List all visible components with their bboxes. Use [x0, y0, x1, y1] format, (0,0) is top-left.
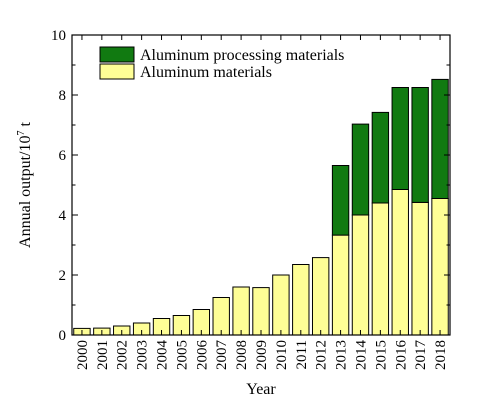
- x-tick-label: 2000: [75, 340, 91, 370]
- x-tick-label: 2006: [194, 340, 210, 371]
- bar-aluminum-materials-2013: [331, 234, 350, 336]
- bar-aluminum-materials-2007: [212, 297, 230, 336]
- plot-frame: [71, 34, 451, 336]
- x-tick-label: 2007: [214, 340, 230, 371]
- y-tick-label: 10: [51, 28, 66, 44]
- legend-swatch: [99, 63, 135, 80]
- legend-swatch: [99, 46, 135, 63]
- bar-aluminum-materials-2017: [411, 201, 429, 336]
- bar-aluminum-materials-2014: [351, 214, 370, 336]
- x-tick-label: 2011: [294, 340, 310, 369]
- bar-aluminum-processing-materials-2016: [391, 87, 409, 190]
- y-axis-label-superscript: 7: [16, 131, 27, 136]
- y-axis-label-unit: t: [17, 122, 34, 131]
- x-tick-label: 2001: [95, 340, 111, 370]
- bar-aluminum-processing-materials-2018: [431, 78, 449, 199]
- x-tick-label: 2012: [314, 340, 330, 370]
- legend-item-aluminum-materials: Aluminum materials: [99, 63, 272, 81]
- legend-label: Aluminum processing materials: [140, 47, 344, 64]
- bar-aluminum-materials-2009: [252, 287, 270, 336]
- x-tick-label: 2002: [115, 340, 131, 370]
- x-tick-label: 2014: [353, 340, 369, 371]
- bars-group: [73, 78, 449, 336]
- y-tick-label: 8: [59, 88, 67, 104]
- bar-aluminum-materials-2008: [232, 286, 250, 336]
- bar-aluminum-materials-2011: [292, 264, 310, 336]
- y-tick-label: 6: [59, 148, 67, 164]
- y-tick-label: 0: [59, 328, 67, 344]
- bar-aluminum-processing-materials-2013: [331, 165, 350, 236]
- y-tick-label: 2: [59, 268, 67, 284]
- x-tick-label: 2004: [155, 340, 171, 371]
- y-axis-label-main: Annual output/10: [17, 136, 34, 248]
- x-tick-label: 2017: [413, 340, 429, 371]
- bar-aluminum-processing-materials-2015: [371, 111, 390, 204]
- legend-label: Aluminum materials: [140, 64, 272, 81]
- x-axis-label: Year: [246, 381, 276, 398]
- x-tick-label: 2010: [274, 340, 290, 370]
- x-tick-label: 2005: [174, 340, 190, 370]
- x-tick-label: 2009: [254, 340, 270, 370]
- x-tick-label: 2008: [234, 340, 250, 370]
- bar-aluminum-materials-2010: [272, 274, 290, 336]
- bar-aluminum-materials-2018: [431, 198, 449, 336]
- x-tick-label: 2013: [334, 340, 350, 370]
- x-tick-label: 2016: [393, 340, 409, 371]
- x-tick-label: 2015: [373, 340, 389, 370]
- bar-aluminum-materials-2012: [311, 257, 330, 336]
- bar-aluminum-materials-2015: [371, 202, 390, 336]
- bar-aluminum-materials-2016: [391, 189, 409, 336]
- y-axis-label: Annual output/107 t: [16, 122, 34, 248]
- x-tick-label: 2003: [135, 340, 151, 370]
- legend-item-aluminum-processing-materials: Aluminum processing materials: [99, 46, 344, 64]
- bar-aluminum-processing-materials-2017: [411, 87, 429, 203]
- bar-aluminum-processing-materials-2014: [351, 123, 370, 216]
- y-tick-label: 4: [59, 208, 67, 224]
- x-tick-label: 2018: [433, 340, 449, 370]
